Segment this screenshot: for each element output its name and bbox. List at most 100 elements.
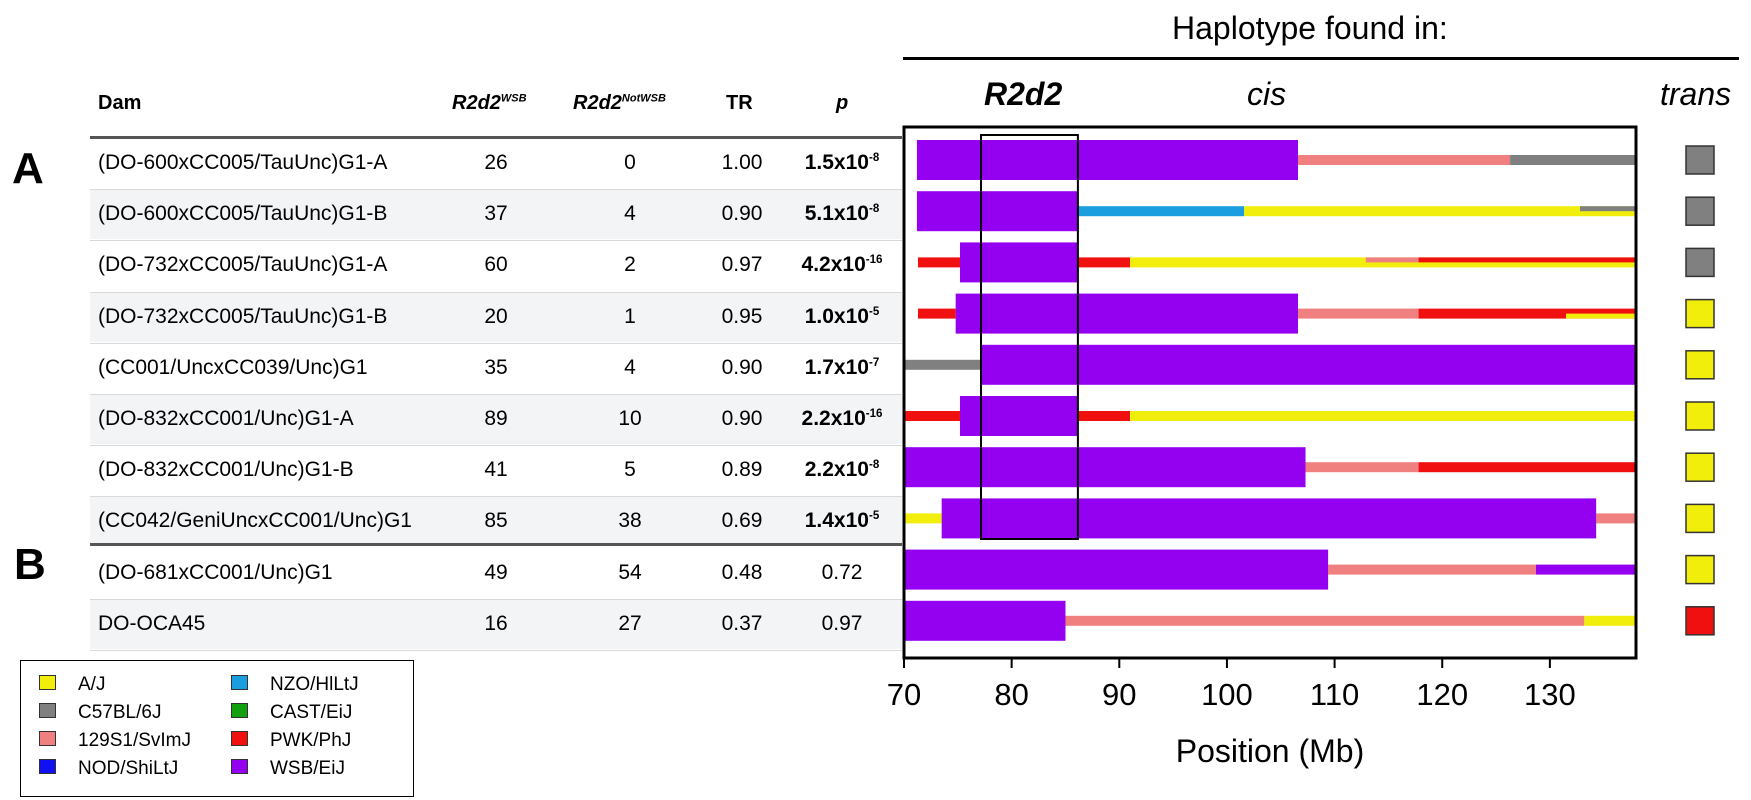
legend-swatch bbox=[231, 759, 248, 775]
legend-swatch bbox=[39, 759, 56, 775]
notwsb-count-cell: 5 bbox=[624, 458, 636, 482]
haplotype-segment bbox=[1510, 155, 1636, 165]
r2d2-label: R2d2 bbox=[984, 76, 1063, 112]
tr-cell: 1.00 bbox=[721, 151, 763, 174]
dam-cell: (DO-681xCC001/Unc)G1 bbox=[98, 560, 333, 584]
x-tick-label: 90 bbox=[1102, 677, 1136, 712]
haplotype-segment bbox=[1130, 411, 1636, 421]
dam-cell: (DO-732xCC005/TauUnc)G1-B bbox=[98, 304, 388, 328]
p-value-cell: 2.2x10-16 bbox=[801, 407, 883, 430]
p-value-cell: 2.2x10-8 bbox=[804, 458, 880, 482]
dam-cell: (DO-600xCC005/TauUnc)G1-B bbox=[98, 202, 388, 226]
haplotype-block bbox=[941, 498, 1597, 539]
dam-cell: (DO-600xCC005/TauUnc)G1-A bbox=[98, 151, 388, 174]
wsb-count-cell: 60 bbox=[484, 253, 508, 277]
table-row bbox=[90, 189, 902, 240]
haplotype-title: Haplotype found in: bbox=[1172, 10, 1448, 46]
x-tick-label: 130 bbox=[1524, 677, 1576, 712]
legend-item: NOD/ShiLtJ bbox=[39, 758, 178, 780]
col-header-wsb: R2d2WSB bbox=[452, 92, 527, 114]
chart-frame bbox=[902, 125, 1638, 660]
tr-cell: 0.89 bbox=[721, 458, 763, 482]
haplotype-segment bbox=[1418, 257, 1636, 263]
title-rule bbox=[903, 57, 1739, 60]
tr-cell: 0.90 bbox=[721, 355, 763, 379]
notwsb-count-cell: 4 bbox=[624, 355, 636, 379]
haplotype-block bbox=[916, 191, 1079, 232]
row-divider bbox=[90, 342, 902, 344]
notwsb-count-cell: 4 bbox=[624, 202, 636, 226]
tr-cell: 0.90 bbox=[721, 202, 763, 226]
p-value-cell: 1.5x10-8 bbox=[804, 151, 880, 174]
tr-cell: 0.37 bbox=[721, 611, 763, 635]
x-axis-label: Position (Mb) bbox=[1176, 733, 1365, 769]
trans-haplotype-square bbox=[1685, 298, 1715, 329]
wsb-count-cell: 49 bbox=[484, 560, 508, 584]
p-value-cell: 1.7x10-7 bbox=[804, 355, 880, 379]
notwsb-count-cell: 2 bbox=[624, 253, 636, 277]
table-row bbox=[90, 394, 902, 444]
wsb-count-cell: 35 bbox=[484, 355, 508, 379]
row-divider bbox=[90, 240, 902, 242]
wsb-count-cell: 85 bbox=[484, 509, 508, 533]
haplotype-segment bbox=[904, 411, 960, 421]
legend-label: PWK/PhJ bbox=[270, 730, 352, 751]
p-value-cell: 0.72 bbox=[821, 560, 863, 584]
haplotype-block bbox=[959, 396, 1079, 436]
haplotype-segment bbox=[1418, 308, 1636, 319]
dam-cell: (CC042/GeniUncxCC001/Unc)G1 bbox=[98, 509, 412, 533]
wsb-count-cell: 26 bbox=[484, 151, 508, 174]
trans-label: trans bbox=[1660, 76, 1732, 112]
wsb-count-cell: 41 bbox=[484, 458, 508, 482]
r2d2-region-box bbox=[980, 134, 1079, 540]
x-tick-label: 80 bbox=[994, 677, 1028, 712]
row-divider bbox=[90, 189, 902, 191]
legend-label: NZO/HlLtJ bbox=[270, 674, 359, 695]
trans-haplotype-square bbox=[1685, 350, 1715, 380]
p-value-cell: 4.2x10-16 bbox=[801, 253, 883, 277]
x-tick-label: 120 bbox=[1416, 677, 1468, 712]
legend-item: NZO/HlLtJ bbox=[231, 674, 359, 696]
trans-haplotype-square bbox=[1685, 247, 1715, 278]
dam-cell: (DO-832xCC001/Unc)G1-A bbox=[98, 407, 354, 430]
row-divider bbox=[90, 598, 902, 600]
haplotype-block bbox=[916, 140, 1298, 180]
legend-swatch bbox=[39, 703, 56, 719]
legend-swatch bbox=[231, 731, 248, 747]
table-top-rule bbox=[90, 136, 902, 139]
legend-item: WSB/EiJ bbox=[231, 758, 345, 780]
haplotype-segment bbox=[1596, 513, 1636, 524]
p-value-cell: 0.97 bbox=[821, 611, 863, 635]
dam-cell: (CC001/UncxCC039/Unc)G1 bbox=[98, 355, 368, 379]
cis-label: cis bbox=[1247, 76, 1287, 112]
legend-label: CAST/EiJ bbox=[270, 702, 353, 723]
tr-cell: 0.95 bbox=[721, 304, 763, 328]
legend-swatch bbox=[39, 675, 56, 691]
table-row bbox=[90, 598, 902, 649]
tr-cell: 0.48 bbox=[721, 560, 763, 584]
haplotype-segment bbox=[917, 308, 956, 319]
notwsb-count-cell: 10 bbox=[618, 407, 642, 430]
haplotype-segment bbox=[1535, 564, 1636, 575]
panel-label-a: A bbox=[12, 144, 44, 193]
tr-cell: 0.90 bbox=[721, 407, 763, 430]
haplotype-segment bbox=[1305, 462, 1419, 473]
p-value-cell: 1.0x10-5 bbox=[804, 304, 880, 328]
trans-haplotype-square bbox=[1685, 503, 1715, 534]
dam-cell: (DO-832xCC001/Unc)G1-B bbox=[98, 458, 354, 482]
haplotype-segment bbox=[1418, 462, 1636, 473]
haplotype-segment bbox=[1580, 206, 1636, 212]
row-divider bbox=[90, 394, 902, 395]
haplotype-segment bbox=[917, 257, 960, 268]
haplotype-segment bbox=[1297, 155, 1511, 165]
x-tick-label: 110 bbox=[1310, 677, 1359, 712]
notwsb-count-cell: 1 bbox=[624, 304, 636, 328]
col-header-dam: Dam bbox=[98, 92, 142, 114]
tr-cell: 0.69 bbox=[721, 509, 763, 533]
haplotype-segment bbox=[1244, 206, 1636, 217]
wsb-count-cell: 20 bbox=[484, 304, 508, 328]
legend-label: C57BL/6J bbox=[78, 702, 162, 723]
p-value-cell: 5.1x10-8 bbox=[804, 202, 880, 226]
col-header-notwsb: R2d2NotWSB bbox=[573, 92, 666, 114]
